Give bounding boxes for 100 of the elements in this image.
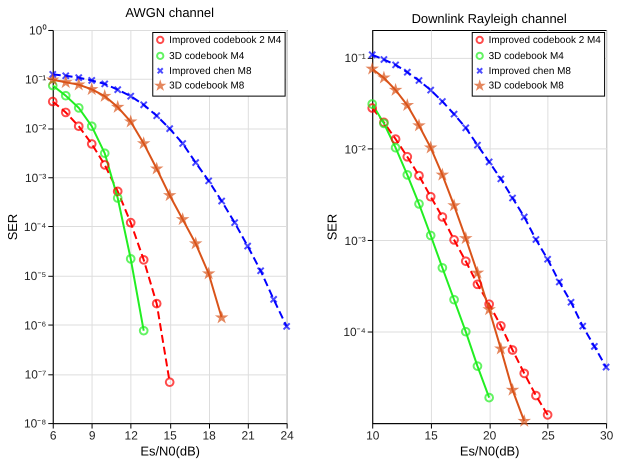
point bbox=[449, 235, 459, 245]
x-tick-label: 30 bbox=[600, 428, 614, 443]
legend-label: 3D codebook M4 bbox=[488, 50, 564, 62]
legend-label: Improved codebook 2 M4 bbox=[169, 34, 282, 46]
y-tick-label: 10⁻² bbox=[344, 142, 366, 156]
x-tick-label: 18 bbox=[202, 428, 216, 443]
x-axis-title: Es/N0(dB) bbox=[140, 443, 200, 458]
point bbox=[152, 298, 162, 308]
point bbox=[368, 50, 376, 59]
point bbox=[86, 139, 97, 149]
point bbox=[218, 196, 226, 206]
point bbox=[86, 121, 97, 132]
point bbox=[152, 112, 161, 120]
point bbox=[140, 100, 148, 109]
x-tick-label: 6 bbox=[50, 428, 57, 443]
point bbox=[48, 96, 58, 106]
point bbox=[426, 230, 436, 240]
point bbox=[531, 390, 541, 400]
chart-title: AWGN channel bbox=[125, 5, 214, 20]
y-tick-label: 10⁻¹ bbox=[25, 72, 46, 87]
point bbox=[88, 76, 96, 85]
point bbox=[390, 142, 400, 153]
y-tick-label: 10⁻⁶ bbox=[24, 318, 46, 332]
y-tick-label: 10⁻⁴ bbox=[343, 325, 366, 340]
point bbox=[472, 361, 482, 371]
point bbox=[519, 368, 530, 378]
legend-label: 3D codebook M8 bbox=[169, 80, 245, 92]
point bbox=[438, 262, 448, 273]
point bbox=[426, 192, 436, 202]
point bbox=[578, 322, 587, 330]
point bbox=[126, 218, 136, 228]
point bbox=[204, 176, 213, 185]
point bbox=[256, 266, 265, 275]
x-tick-label: 20 bbox=[483, 428, 497, 443]
point bbox=[62, 72, 70, 80]
point bbox=[380, 55, 388, 64]
point bbox=[590, 342, 598, 350]
legend-label: 3D codebook M8 bbox=[488, 80, 564, 92]
point bbox=[426, 86, 435, 94]
point bbox=[508, 345, 518, 355]
point bbox=[112, 186, 123, 196]
point bbox=[566, 298, 576, 306]
x-axis-title: Es/N0(dB) bbox=[460, 443, 520, 458]
point bbox=[282, 322, 291, 330]
point bbox=[520, 212, 528, 222]
y-tick-label: 10⁻³ bbox=[25, 170, 46, 185]
point bbox=[414, 170, 424, 180]
y-tick-label: 10⁻⁴ bbox=[24, 220, 46, 234]
y-tick-label: 10⁻⁷ bbox=[24, 367, 46, 382]
point bbox=[438, 212, 448, 222]
point bbox=[508, 194, 517, 202]
point bbox=[230, 218, 239, 227]
point bbox=[496, 320, 506, 331]
point bbox=[414, 76, 424, 85]
x-tick-label: 15 bbox=[164, 428, 178, 443]
point bbox=[178, 139, 187, 148]
point bbox=[192, 158, 200, 167]
point bbox=[100, 148, 110, 158]
point bbox=[472, 279, 482, 290]
point bbox=[532, 235, 540, 244]
y-axis-title: SER bbox=[324, 214, 340, 240]
point bbox=[544, 255, 552, 264]
point bbox=[126, 92, 135, 100]
point bbox=[402, 152, 412, 162]
point bbox=[100, 80, 109, 88]
point bbox=[138, 254, 149, 265]
x-tick-label: 9 bbox=[88, 428, 96, 443]
x-tick-label: 25 bbox=[541, 428, 556, 443]
point bbox=[392, 60, 400, 69]
y-tick-label: 10⁻² bbox=[25, 122, 46, 136]
y-tick-label: 10⁻⁸ bbox=[24, 416, 46, 431]
x-tick-label: 15 bbox=[424, 428, 438, 443]
y-tick-label: 10⁻⁵ bbox=[24, 269, 46, 284]
legend-label: Improved chen M8 bbox=[169, 66, 252, 77]
point bbox=[74, 74, 83, 82]
point bbox=[450, 110, 458, 118]
point bbox=[414, 199, 424, 209]
y-tick-label: 10⁻³ bbox=[344, 234, 366, 248]
x-tick-label: 10 bbox=[366, 428, 380, 443]
point bbox=[74, 121, 84, 132]
point bbox=[48, 70, 57, 78]
chart-title: Downlink Rayleigh channel bbox=[412, 11, 567, 26]
point bbox=[449, 294, 459, 305]
point bbox=[166, 124, 174, 133]
point bbox=[100, 160, 110, 170]
legend-label: 3D codebook M4 bbox=[169, 50, 245, 62]
point bbox=[402, 170, 412, 180]
point bbox=[438, 97, 446, 106]
point bbox=[164, 377, 175, 388]
y-tick-label: 10⁻¹ bbox=[344, 50, 366, 65]
point bbox=[74, 103, 84, 113]
x-tick-label: 21 bbox=[242, 428, 256, 443]
point bbox=[602, 363, 610, 372]
x-tick-label: 12 bbox=[124, 428, 138, 443]
point bbox=[114, 86, 122, 94]
point bbox=[462, 124, 470, 132]
point bbox=[485, 158, 494, 166]
point bbox=[484, 299, 494, 310]
point bbox=[126, 254, 136, 264]
legend-label: Improved codebook 2 M4 bbox=[488, 34, 602, 46]
